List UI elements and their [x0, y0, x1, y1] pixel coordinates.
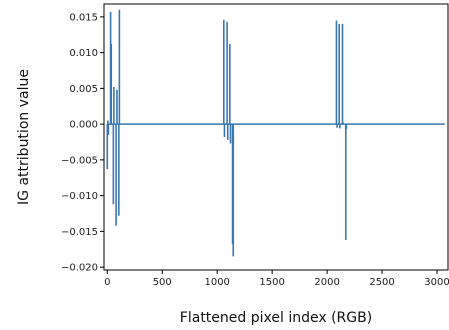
y-tick-label: −0.015 [61, 227, 98, 238]
plot-area [103, 3, 449, 271]
y-tick-label: −0.005 [61, 155, 98, 166]
x-tick-label: 0 [104, 277, 110, 288]
y-tick-label: 0.015 [69, 12, 98, 23]
x-tick-label: 1500 [259, 277, 284, 288]
y-tick-label: 0.000 [69, 120, 98, 131]
x-tick-label: 2500 [369, 277, 394, 288]
y-axis: −0.020 −0.015 −0.010 −0.005 0.000 0.005 0.010 0… [61, 12, 104, 274]
x-tick-label: 1000 [204, 277, 229, 288]
x-tick-label: 2000 [314, 277, 339, 288]
x-axis: 0 500 1000 1500 2000 2500 3000 [104, 270, 449, 288]
y-tick-label: −0.020 [61, 263, 98, 274]
y-tick-label: −0.010 [61, 191, 98, 202]
y-axis-label: IG attribution value [16, 69, 32, 205]
y-tick-label: 0.005 [69, 84, 98, 95]
x-axis-label: Flattened pixel index (RGB) [180, 310, 372, 326]
x-tick-label: 500 [153, 277, 172, 288]
series-layer [106, 9, 445, 257]
x-tick-label: 3000 [424, 277, 449, 288]
y-tick-label: 0.010 [69, 48, 98, 59]
